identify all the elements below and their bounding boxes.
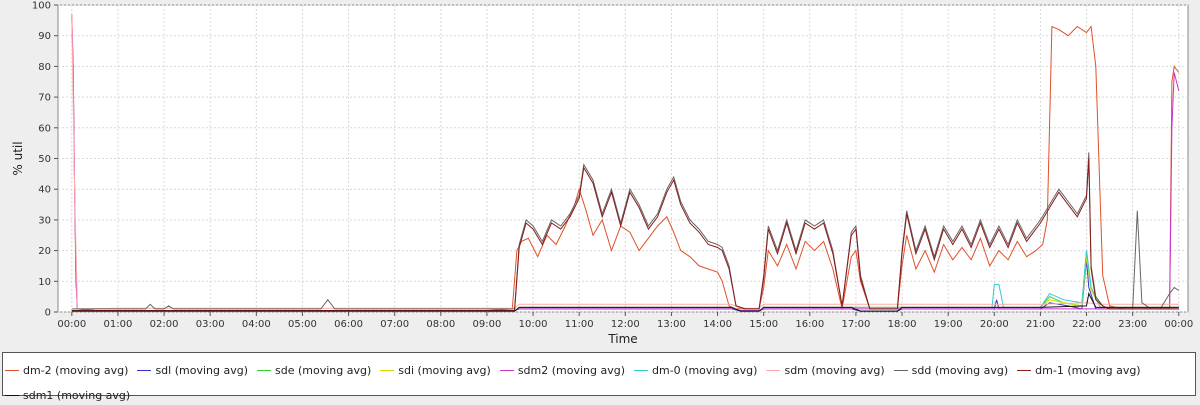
series-line-7: [71, 152, 1180, 310]
legend-item: sdl (moving avg): [137, 361, 248, 381]
x-tick-label: 22:00: [1072, 319, 1101, 330]
x-tick-label: 14:00: [703, 319, 732, 330]
legend-label: sde (moving avg): [275, 364, 372, 377]
legend-swatch: [5, 394, 19, 396]
legend-swatch: [499, 370, 514, 371]
x-tick-label: 05:00: [288, 319, 317, 330]
legend-item: sdm2 (moving avg): [499, 361, 626, 381]
y-tick-label: 100: [32, 1, 51, 12]
x-tick-label: 17:00: [842, 319, 871, 330]
x-tick-label: 21:00: [1026, 319, 1055, 330]
x-tick-label: 08:00: [426, 319, 455, 330]
series-lines: [71, 14, 1180, 312]
legend-item: sdd (moving avg): [893, 361, 1009, 381]
legend-item: sdm1 (moving avg): [5, 385, 130, 405]
legend-label: sdm1 (moving avg): [23, 388, 131, 402]
chart-area: 0 10 20 30 40 50 60 70 80 90 100 00:00 01:00 02:00 03…: [11, 1, 1193, 347]
x-tick-label: 00:00: [1164, 319, 1193, 330]
y-tick-label: 30: [38, 215, 51, 226]
x-tick-label: 20:00: [980, 319, 1009, 330]
y-tick-label: 80: [38, 62, 51, 73]
x-tick-label: 09:00: [473, 319, 502, 330]
legend-label: sdl (moving avg): [155, 364, 248, 377]
x-tick-label: 15:00: [749, 319, 778, 330]
x-tick-label: 18:00: [888, 319, 917, 330]
x-tick-label: 19:00: [934, 319, 963, 330]
legend-swatch: [380, 370, 395, 371]
legend-label: sdm2 (moving avg): [517, 364, 626, 377]
series-line-9: [71, 292, 1179, 312]
x-tick-label: 00:00: [57, 319, 86, 330]
x-tick-label: 13:00: [657, 319, 686, 330]
x-tick-label: 03:00: [196, 319, 225, 330]
legend-item: sdi (moving avg): [380, 361, 491, 381]
legend-swatch: [893, 370, 908, 371]
x-tick-label: 07:00: [380, 319, 409, 330]
x-tick-label: 23:00: [1118, 319, 1147, 330]
legend-swatch: [5, 370, 19, 371]
y-tick-label: 20: [38, 246, 51, 257]
gridlines: [58, 4, 1188, 313]
legend-swatch: [634, 370, 649, 371]
legend-swatch: [137, 370, 152, 371]
legend-item: dm-0 (moving avg): [634, 361, 757, 381]
y-tick-label: 90: [38, 31, 51, 42]
y-axis-title: % util: [11, 141, 25, 175]
y-axis: 0 10 20 30 40 50 60 70 80 90 100: [32, 1, 58, 319]
x-tick-label: 12:00: [611, 319, 640, 330]
legend-label: sdm (moving avg): [784, 364, 885, 377]
y-tick-label: 60: [38, 123, 51, 134]
series-line-8: [71, 158, 1179, 311]
x-tick-label: 01:00: [104, 319, 133, 330]
x-tick-label: 10:00: [519, 319, 548, 330]
legend-item: dm-2 (moving avg): [5, 361, 128, 381]
legend: dm-2 (moving avg) sdl (moving avg) sde (mo…: [2, 352, 1196, 402]
y-tick-label: 0: [45, 308, 51, 319]
legend-item: dm-1 (moving avg): [1017, 361, 1141, 381]
legend-item: sdm (moving avg): [766, 361, 885, 381]
x-tick-label: 04:00: [242, 319, 271, 330]
legend-swatch: [1017, 370, 1032, 371]
legend-label: dm-0 (moving avg): [652, 364, 758, 377]
legend-label: sdd (moving avg): [911, 364, 1009, 377]
legend-swatch: [257, 370, 271, 371]
legend-label: dm-1 (moving avg): [1035, 364, 1141, 377]
x-axis-title: Time: [607, 332, 637, 346]
x-tick-label: 02:00: [150, 319, 179, 330]
x-tick-label: 11:00: [565, 319, 594, 330]
y-tick-label: 70: [38, 93, 51, 104]
legend-item: sde (moving avg): [257, 361, 371, 381]
x-tick-label: 06:00: [334, 319, 363, 330]
legend-label: sdi (moving avg): [398, 364, 491, 377]
legend-label: dm-2 (moving avg): [23, 364, 129, 377]
y-tick-label: 50: [38, 154, 51, 165]
x-axis: 00:00 01:00 02:00 03:00 04:00 05:00 06:00 07:00…: [57, 312, 1193, 330]
x-tick-label: 16:00: [795, 319, 824, 330]
y-tick-label: 10: [38, 277, 51, 288]
legend-swatch: [766, 370, 781, 371]
y-tick-label: 40: [38, 185, 51, 196]
